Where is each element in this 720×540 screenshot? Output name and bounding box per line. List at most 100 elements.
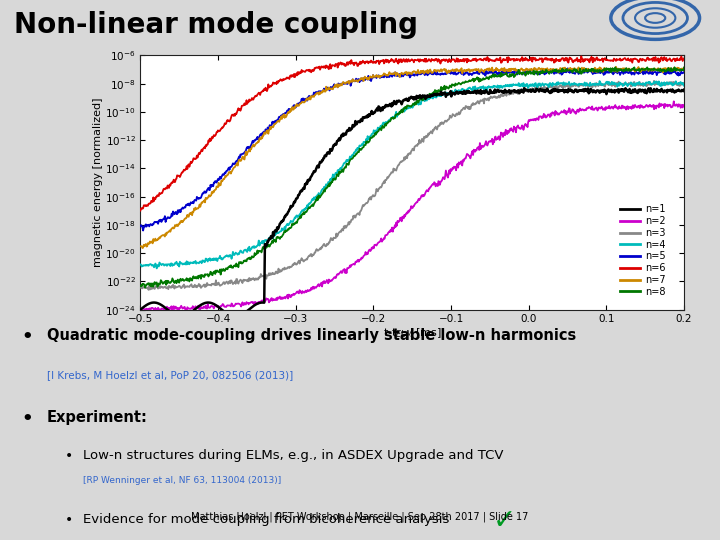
n=2 <box>467 152 475 159</box>
n=7 <box>136 243 145 249</box>
n=6 <box>549 57 557 63</box>
n=2 <box>605 103 613 109</box>
n=7 <box>452 66 461 72</box>
n=3 <box>170 285 179 292</box>
n=1 <box>550 88 559 94</box>
n=5 <box>452 71 461 77</box>
n=7 <box>605 66 613 73</box>
n=7 <box>138 245 147 251</box>
n=3 <box>452 110 461 117</box>
Text: •: • <box>22 328 33 346</box>
n=5 <box>680 69 688 76</box>
n=7 <box>549 66 558 72</box>
n=6 <box>605 57 613 64</box>
Text: [I Krebs, M Hoelzl et al, PoP 20, 082506 (2013)]: [I Krebs, M Hoelzl et al, PoP 20, 082506… <box>47 370 293 380</box>
n=7 <box>170 225 179 231</box>
Line: n=7: n=7 <box>140 67 684 248</box>
Text: [RP Wenninger et al, NF 63, 113004 (2013)]: [RP Wenninger et al, NF 63, 113004 (2013… <box>83 476 281 485</box>
n=4 <box>467 86 475 92</box>
n=2 <box>136 306 145 312</box>
n=3 <box>144 287 153 293</box>
Line: n=5: n=5 <box>140 69 684 231</box>
n=8 <box>670 64 679 71</box>
n=2 <box>680 102 688 109</box>
n=2 <box>152 308 161 314</box>
n=1 <box>452 89 461 95</box>
n=7 <box>612 64 621 70</box>
Legend: n=1, n=2, n=3, n=4, n=5, n=6, n=7, n=8: n=1, n=2, n=3, n=4, n=5, n=6, n=7, n=8 <box>618 201 668 300</box>
Line: n=6: n=6 <box>140 56 684 211</box>
n=1 <box>680 86 688 93</box>
n=6 <box>136 207 145 214</box>
n=4 <box>153 265 161 272</box>
n=5 <box>563 65 572 72</box>
n=1 <box>169 311 178 318</box>
n=7 <box>483 66 492 73</box>
n=6 <box>680 55 688 62</box>
n=8 <box>170 280 179 286</box>
Text: Evidence for mode coupling from bicoherence analysis: Evidence for mode coupling from bicohere… <box>83 512 449 525</box>
Text: •: • <box>65 512 73 526</box>
Line: n=8: n=8 <box>140 68 684 288</box>
n=3 <box>136 285 145 291</box>
n=3 <box>549 84 558 91</box>
n=6 <box>482 57 491 63</box>
n=8 <box>549 68 558 74</box>
n=3 <box>605 82 613 88</box>
n=6 <box>451 57 460 64</box>
n=1 <box>136 306 145 313</box>
n=5 <box>139 227 148 234</box>
Line: n=4: n=4 <box>140 81 684 268</box>
n=3 <box>680 80 688 86</box>
n=8 <box>467 78 475 84</box>
n=2 <box>452 163 461 169</box>
Text: Low-n structures during ELMs, e.g., in ASDEX Upgrade and TCV: Low-n structures during ELMs, e.g., in A… <box>83 449 503 462</box>
n=4 <box>595 78 604 84</box>
n=1 <box>606 88 614 94</box>
Text: Quadratic mode-coupling drives linearly stable low-n harmonics: Quadratic mode-coupling drives linearly … <box>47 328 576 343</box>
n=4 <box>452 88 461 94</box>
n=2 <box>670 98 678 105</box>
n=7 <box>680 65 688 72</box>
n=4 <box>549 82 558 88</box>
n=5 <box>483 69 492 76</box>
n=5 <box>606 69 614 75</box>
n=8 <box>605 68 613 74</box>
n=3 <box>467 103 475 110</box>
Text: •: • <box>22 410 33 428</box>
Text: ✓: ✓ <box>493 507 516 535</box>
n=1 <box>177 313 186 320</box>
Line: n=2: n=2 <box>140 102 684 311</box>
n=2 <box>549 110 558 117</box>
Line: n=3: n=3 <box>140 81 684 290</box>
Text: Experiment:: Experiment: <box>47 410 148 425</box>
n=8 <box>136 283 145 289</box>
n=8 <box>452 82 461 88</box>
n=1 <box>483 89 492 96</box>
n=7 <box>467 66 475 73</box>
n=5 <box>467 71 475 77</box>
Text: •: • <box>65 449 73 463</box>
n=2 <box>170 306 179 312</box>
n=4 <box>483 84 492 90</box>
n=4 <box>170 261 179 268</box>
n=3 <box>649 78 658 84</box>
n=5 <box>136 223 145 230</box>
X-axis label: t-t$_{ELM}$ [ms]: t-t$_{ELM}$ [ms] <box>382 326 442 340</box>
Text: Matthias Hoelzl | PET Workshop | Marseille | Sep 28th 2017 | Slide 17: Matthias Hoelzl | PET Workshop | Marseil… <box>192 512 528 522</box>
n=1 <box>520 85 528 91</box>
n=8 <box>680 64 688 71</box>
n=4 <box>606 82 614 88</box>
n=4 <box>136 261 145 268</box>
n=6 <box>466 58 474 64</box>
n=2 <box>483 142 492 149</box>
n=1 <box>467 90 475 96</box>
n=6 <box>577 53 585 59</box>
n=8 <box>483 75 492 81</box>
n=8 <box>141 285 150 291</box>
Line: n=1: n=1 <box>140 88 684 316</box>
n=6 <box>169 177 178 183</box>
Text: Non-linear mode coupling: Non-linear mode coupling <box>14 11 418 39</box>
n=5 <box>549 69 558 75</box>
n=3 <box>483 96 492 102</box>
